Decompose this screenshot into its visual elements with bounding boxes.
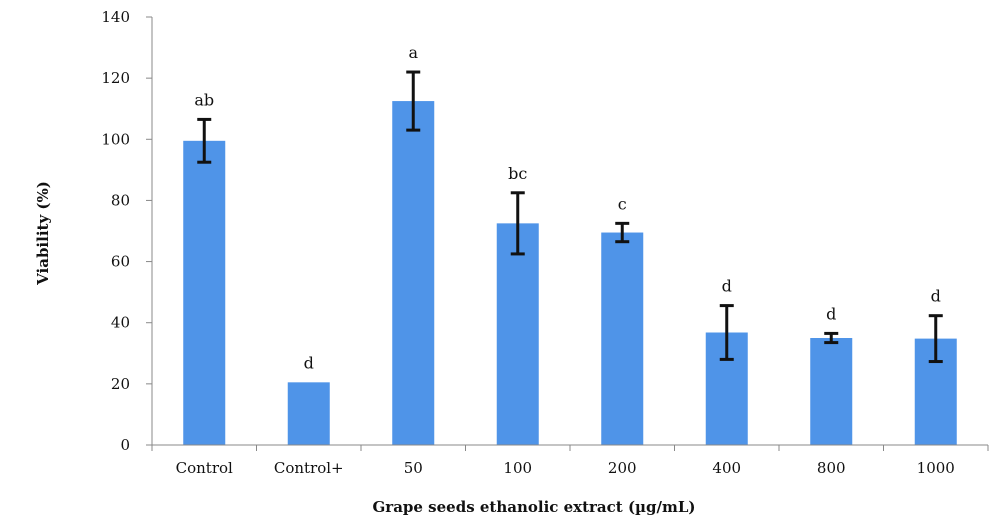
- x-category-label: Control+: [274, 459, 344, 477]
- error-bar: [406, 70, 421, 132]
- y-tick-label: 40: [111, 314, 130, 332]
- y-axis-title: Viability (%): [34, 181, 52, 286]
- y-tick-label: 60: [111, 253, 130, 271]
- significance-label: c: [618, 194, 627, 213]
- significance-labels-group: ab d a bc c d d d: [194, 43, 941, 372]
- x-category-label: 400: [712, 459, 741, 477]
- error-bar: [824, 331, 839, 345]
- bars-group: [183, 101, 957, 446]
- error-bar: [615, 221, 630, 244]
- bar: [287, 382, 330, 445]
- significance-label: a: [408, 43, 418, 62]
- bar: [601, 232, 644, 445]
- error-bar: [197, 117, 212, 164]
- significance-label: d: [826, 304, 836, 323]
- significance-label: d: [722, 277, 732, 296]
- y-tick-label: 140: [101, 8, 130, 26]
- error-bar: [510, 191, 525, 256]
- x-category-label: 800: [817, 459, 846, 477]
- x-category-label: 200: [608, 459, 637, 477]
- y-tick-label: 120: [101, 69, 130, 87]
- y-axis-ticks: 0 20 40 60 80 100 120 140: [101, 8, 152, 454]
- y-tick-label: 80: [111, 191, 130, 209]
- x-axis-title: Grape seeds ethanolic extract (µg/mL): [372, 498, 695, 516]
- error-bar: [719, 304, 734, 361]
- error-bars-group: [197, 70, 943, 364]
- x-category-label: 50: [404, 459, 423, 477]
- significance-label: bc: [508, 164, 527, 183]
- significance-label: ab: [194, 90, 214, 109]
- significance-label: d: [304, 353, 314, 372]
- y-tick-label: 20: [111, 375, 130, 393]
- bar: [183, 140, 226, 446]
- x-category-label: 100: [503, 459, 532, 477]
- x-category-label: 1000: [917, 459, 955, 477]
- x-category-label: Control: [176, 459, 233, 477]
- y-tick-label: 100: [101, 130, 130, 148]
- error-bar: [928, 314, 943, 364]
- x-axis-ticks: Control Control+ 50 100 200 400 800 1000: [151, 445, 989, 477]
- bar: [496, 223, 539, 445]
- y-tick-label: 0: [120, 436, 130, 454]
- significance-label: d: [931, 287, 941, 306]
- bar: [810, 338, 853, 445]
- bar: [392, 101, 435, 446]
